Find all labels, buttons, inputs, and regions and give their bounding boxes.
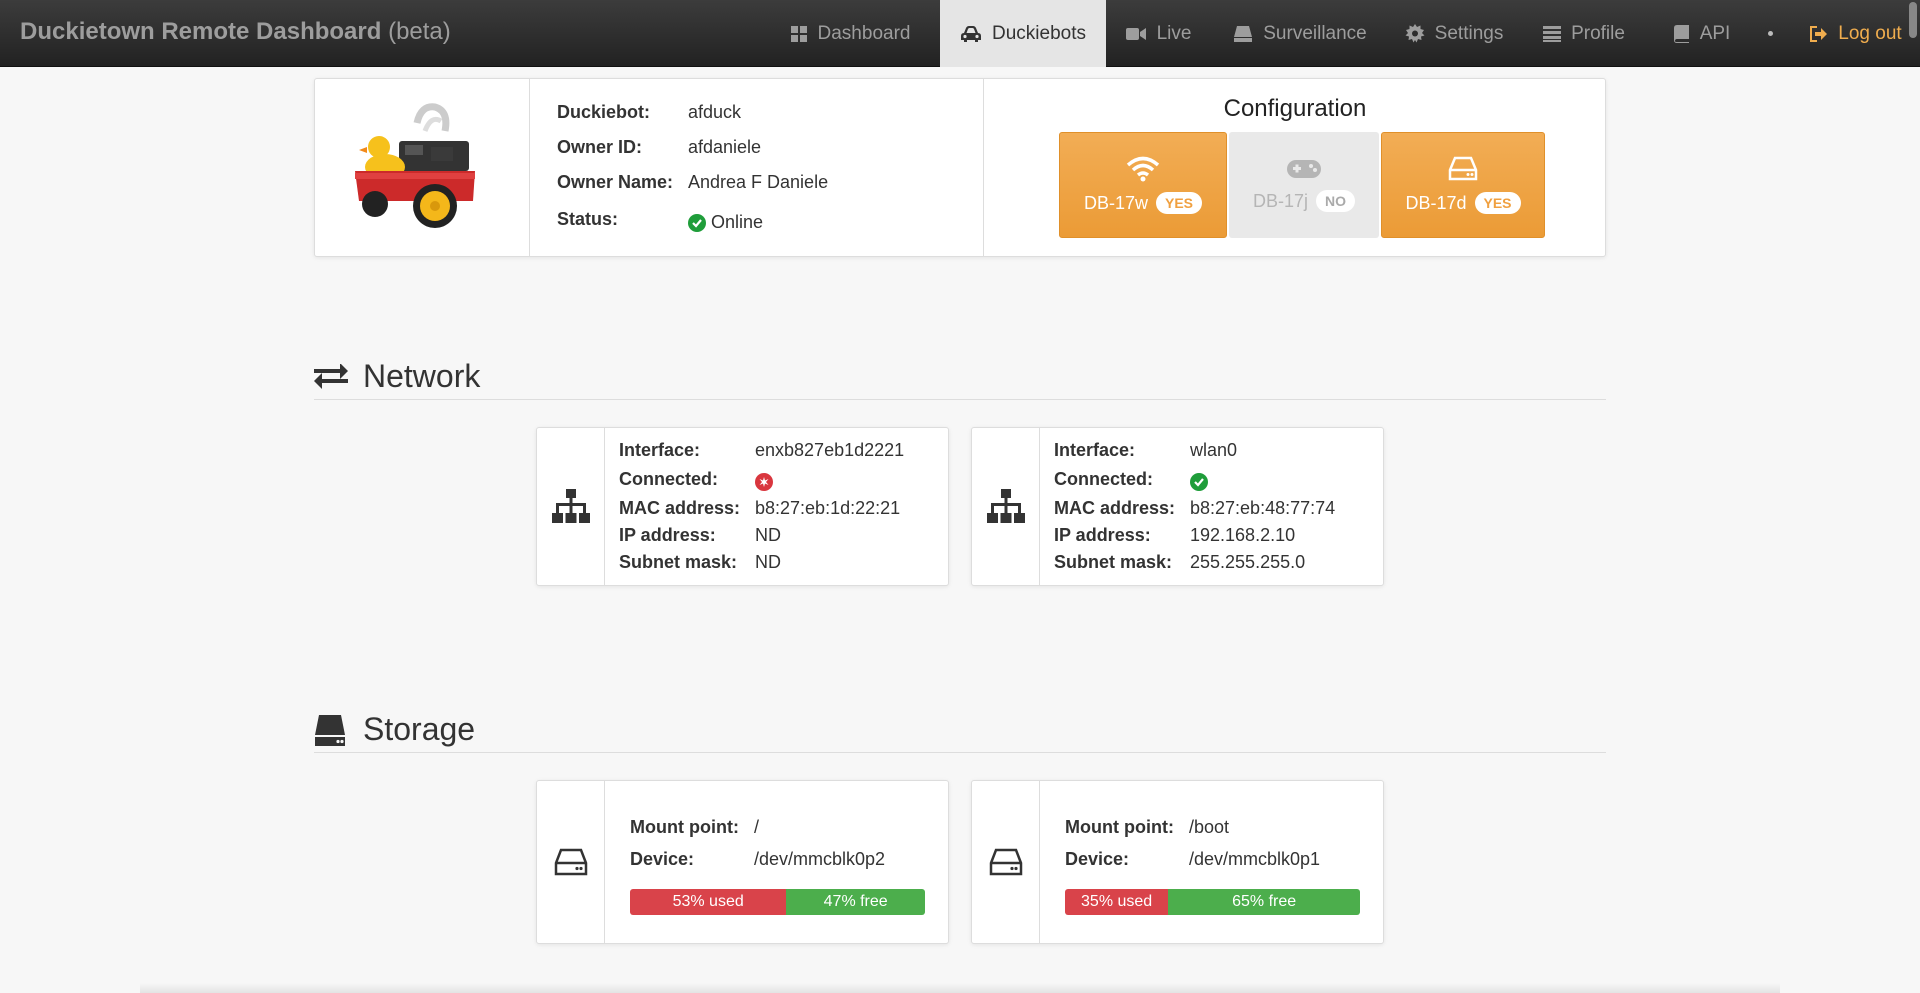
configuration-title: Configuration — [1223, 95, 1367, 122]
config-db17d[interactable]: DB-17d YES — [1381, 132, 1545, 238]
storage-title: Storage — [363, 711, 476, 747]
connected-check-icon — [1190, 473, 1208, 492]
status-badge: YES — [1156, 192, 1203, 214]
nav-api[interactable]: API — [1664, 0, 1740, 67]
network-title: Network — [363, 358, 481, 394]
top-navbar: Duckietown Remote Dashboard (beta) Dashb… — [0, 0, 1920, 67]
hdd-icon — [1448, 156, 1478, 181]
free-segment: 47% free — [786, 889, 925, 915]
config-db17j[interactable]: DB-17j NO — [1229, 132, 1379, 238]
disk-usage-bar: 53% used 47% free — [630, 889, 925, 915]
book-icon — [1673, 24, 1689, 43]
scrollbar-thumb[interactable] — [1909, 2, 1917, 38]
status-badge: NO — [1316, 190, 1356, 212]
sitemap-icon — [986, 488, 1025, 523]
duckiebot-info-card: Duckiebot: afduck Owner ID: afdaniele Ow… — [314, 78, 1606, 257]
owner-name-row: Owner Name: Andrea F Daniele — [557, 172, 829, 192]
network-interface-card: Interface: enxb827eb1d2221 Connected: MAC… — [536, 427, 949, 586]
gear-icon — [1405, 23, 1425, 42]
sign-out-icon — [1810, 25, 1828, 42]
hdd-icon — [554, 848, 587, 876]
car-icon — [961, 25, 981, 42]
brand-title[interactable]: Duckietown Remote Dashboard (beta) — [20, 18, 451, 45]
eject-icon — [1234, 25, 1253, 42]
nav-dashboard[interactable]: Dashboard — [782, 0, 918, 67]
nav-separator — [1768, 31, 1773, 36]
duckiebot-image — [355, 103, 475, 228]
list-icon — [1543, 25, 1562, 42]
free-segment: 65% free — [1168, 889, 1360, 915]
nav-surveillance[interactable]: Surveillance — [1224, 0, 1376, 67]
video-camera-icon — [1125, 27, 1146, 40]
network-interface-card: Interface: wlan0 Connected: MAC address: b… — [971, 427, 1384, 586]
card-divider — [983, 79, 984, 256]
exchange-icon — [314, 364, 348, 389]
hdd-icon — [315, 715, 345, 746]
status-badge: YES — [1474, 192, 1521, 214]
disconnected-icon — [755, 473, 773, 492]
duckiebot-name-row: Duckiebot: afduck — [557, 102, 742, 122]
owner-id-row: Owner ID: afdaniele — [557, 137, 762, 157]
nav-profile[interactable]: Profile — [1534, 0, 1634, 67]
storage-disk-card: Mount point: / Device:/dev/mmcblk0p2 53% … — [536, 780, 949, 944]
storage-section-header: Storage — [314, 709, 1606, 753]
network-section-header: Network — [314, 356, 1606, 400]
status-row: Status: Online — [557, 209, 764, 233]
used-segment: 53% used — [630, 889, 787, 915]
online-check-icon — [688, 214, 706, 233]
gamepad-icon — [1287, 160, 1321, 178]
storage-disk-card: Mount point:/boot Device:/dev/mmcblk0p1 … — [971, 780, 1384, 944]
nav-duckiebots[interactable]: Duckiebots — [940, 0, 1106, 67]
disk-usage-bar: 35% used 65% free — [1065, 889, 1360, 915]
grid-icon — [790, 25, 807, 42]
card-divider — [529, 79, 530, 256]
nav-logout[interactable]: Log out — [1800, 0, 1910, 67]
page-footer-shadow — [140, 983, 1780, 993]
hdd-icon — [989, 848, 1022, 876]
status-value: Online — [711, 212, 764, 232]
nav-live[interactable]: Live — [1114, 0, 1202, 67]
wifi-icon — [1126, 156, 1160, 182]
sitemap-icon — [551, 488, 590, 523]
used-segment: 35% used — [1065, 889, 1169, 915]
config-db17w[interactable]: DB-17w YES — [1059, 132, 1227, 238]
nav-settings[interactable]: Settings — [1398, 0, 1510, 67]
